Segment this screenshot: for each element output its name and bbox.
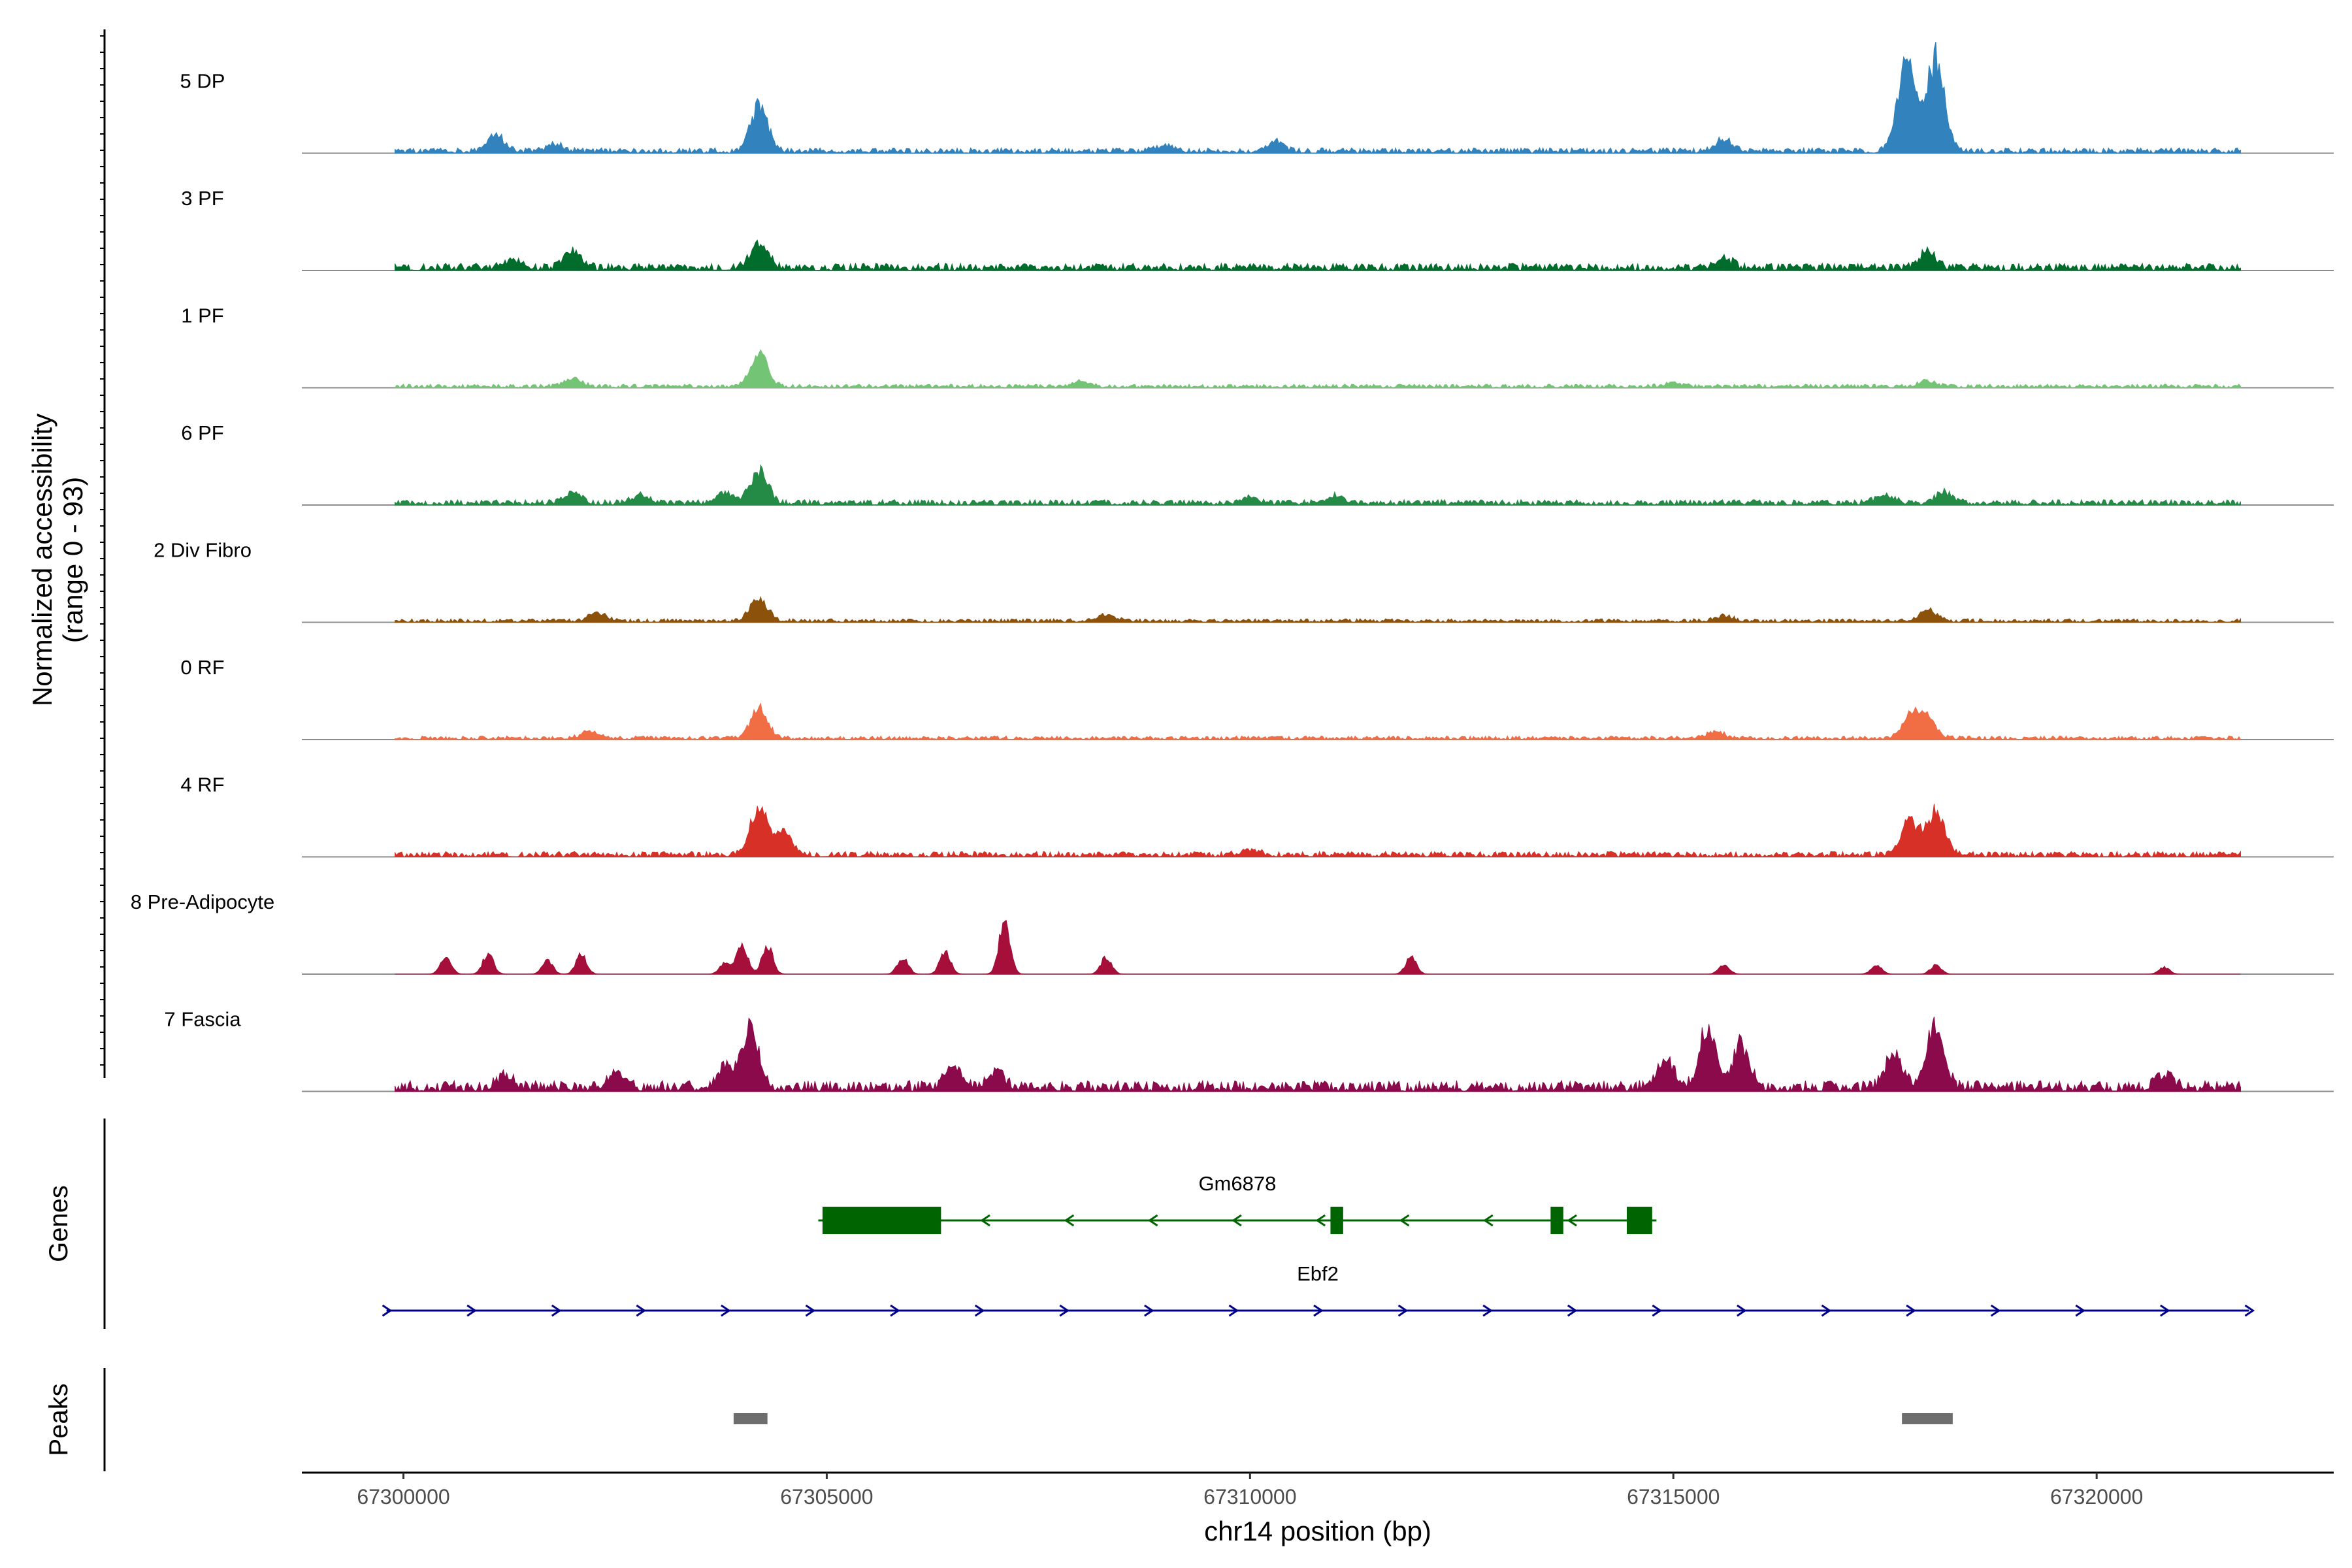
gene-label: Gm6878 — [1198, 1172, 1276, 1195]
track-label: 3 PF — [181, 187, 223, 210]
strand-arrow — [1567, 1214, 1577, 1227]
strand-arrow — [382, 1304, 393, 1317]
y-axis-ticks — [100, 35, 105, 1066]
strand-arrow — [1064, 1214, 1075, 1227]
coverage-area — [395, 919, 2241, 975]
strand-arrow — [636, 1304, 647, 1317]
x-tick-label: 67300000 — [357, 1485, 449, 1509]
peak-region — [733, 1413, 768, 1424]
strand-arrow — [1482, 1304, 1493, 1317]
coverage-area — [394, 349, 2242, 389]
track-5-dp: 5 DP — [180, 41, 2334, 154]
track-label: 2 Div Fibro — [154, 539, 252, 562]
track-1-pf: 1 PF — [181, 304, 2334, 389]
track-label: 1 PF — [181, 304, 223, 327]
gene-label: Ebf2 — [1297, 1262, 1339, 1285]
genes-panel-title: Genes — [44, 1185, 73, 1262]
track-label: 4 RF — [180, 774, 224, 796]
exon — [1550, 1207, 1563, 1234]
x-tick-label: 67305000 — [780, 1485, 873, 1509]
gene-gm6878: Gm6878 — [818, 1172, 1657, 1234]
x-axis-ticks: 67300000 67305000 67310000 67315000 67320000 — [357, 1473, 2143, 1509]
strand-arrow — [1147, 1214, 1158, 1227]
strand-arrow — [466, 1304, 477, 1317]
strand-arrow — [1906, 1304, 1916, 1317]
strand-arrow — [1567, 1304, 1578, 1317]
track-label: 8 Pre-Adipocyte — [131, 890, 275, 913]
coverage-area — [395, 1017, 2242, 1092]
track-6-pf: 6 PF — [181, 421, 2334, 506]
strand-arrow — [890, 1304, 900, 1317]
track-4-rf: 4 RF — [180, 774, 2334, 858]
exon — [1626, 1207, 1652, 1234]
strand-arrow — [1315, 1214, 1326, 1227]
track-label: 0 RF — [180, 656, 224, 679]
strand-arrow — [1399, 1214, 1410, 1227]
track-7-fascia: 7 Fascia — [164, 1008, 2334, 1092]
genes-panel: Genes Gm6878 Ebf2 — [44, 1119, 2255, 1329]
strand-arrow — [721, 1304, 731, 1317]
strand-arrow — [1821, 1304, 1832, 1317]
strand-arrow — [2244, 1304, 2255, 1317]
peaks-panel-title: Peaks — [44, 1383, 73, 1456]
strand-arrow — [2075, 1304, 2085, 1317]
x-tick-label: 67310000 — [1203, 1485, 1296, 1509]
track-8-pre-adipocyte: 8 Pre-Adipocyte — [131, 890, 2334, 975]
track-2-div-fibro: 2 Div Fibro — [154, 539, 2334, 623]
y-axis-title: Normalized accessibility — [27, 414, 57, 706]
peaks-panel: Peaks — [44, 1368, 1953, 1471]
strand-arrow — [1143, 1304, 1154, 1317]
y-axis-range-label: (range 0 - 93) — [57, 477, 88, 643]
track-label: 6 PF — [181, 421, 223, 444]
strand-arrow — [805, 1304, 816, 1317]
strand-arrow — [2159, 1304, 2170, 1317]
strand-arrow — [1737, 1304, 1747, 1317]
x-tick-label: 67315000 — [1627, 1485, 1720, 1509]
track-label: 5 DP — [180, 70, 225, 93]
coverage-area — [394, 41, 2242, 154]
x-axis-title: chr14 position (bp) — [1204, 1516, 1431, 1546]
strand-arrow — [551, 1304, 562, 1317]
gene-ebf2: Ebf2 — [382, 1262, 2255, 1317]
strand-arrow — [1228, 1304, 1239, 1317]
strand-arrow — [974, 1304, 985, 1317]
coverage-area — [394, 702, 2242, 740]
track-3-pf: 3 PF — [181, 187, 2334, 272]
strand-arrow — [1652, 1304, 1663, 1317]
strand-arrow — [980, 1214, 990, 1227]
peak-region — [1902, 1413, 1953, 1424]
exon — [822, 1207, 941, 1234]
strand-arrow — [1990, 1304, 2001, 1317]
strand-arrow — [1232, 1214, 1242, 1227]
track-label: 7 Fascia — [164, 1008, 241, 1031]
x-tick-label: 67320000 — [2050, 1485, 2143, 1509]
coverage-tracks: 5 DP 3 PF 1 PF 6 PF 2 Div Fibro 0 RF 4 RF 8 Pre… — [131, 41, 2334, 1092]
peak-regions — [733, 1413, 1953, 1424]
gene-models: Gm6878 Ebf2 — [382, 1172, 2255, 1317]
coverage-area — [394, 464, 2241, 506]
exon — [1330, 1207, 1343, 1234]
coverage-area — [394, 596, 2242, 623]
strand-arrow — [1059, 1304, 1070, 1317]
accessibility-y-axis: Normalized accessibility (range 0 - 93) — [27, 29, 106, 1078]
strand-arrow — [1313, 1304, 1324, 1317]
strand-arrow — [1483, 1214, 1494, 1227]
strand-arrow — [1397, 1304, 1409, 1317]
coverage-area — [394, 804, 2242, 858]
coverage-area — [395, 239, 2242, 272]
track-0-rf: 0 RF — [180, 656, 2334, 740]
position-x-axis: 67300000 67305000 67310000 67315000 67320000… — [302, 1471, 2334, 1546]
